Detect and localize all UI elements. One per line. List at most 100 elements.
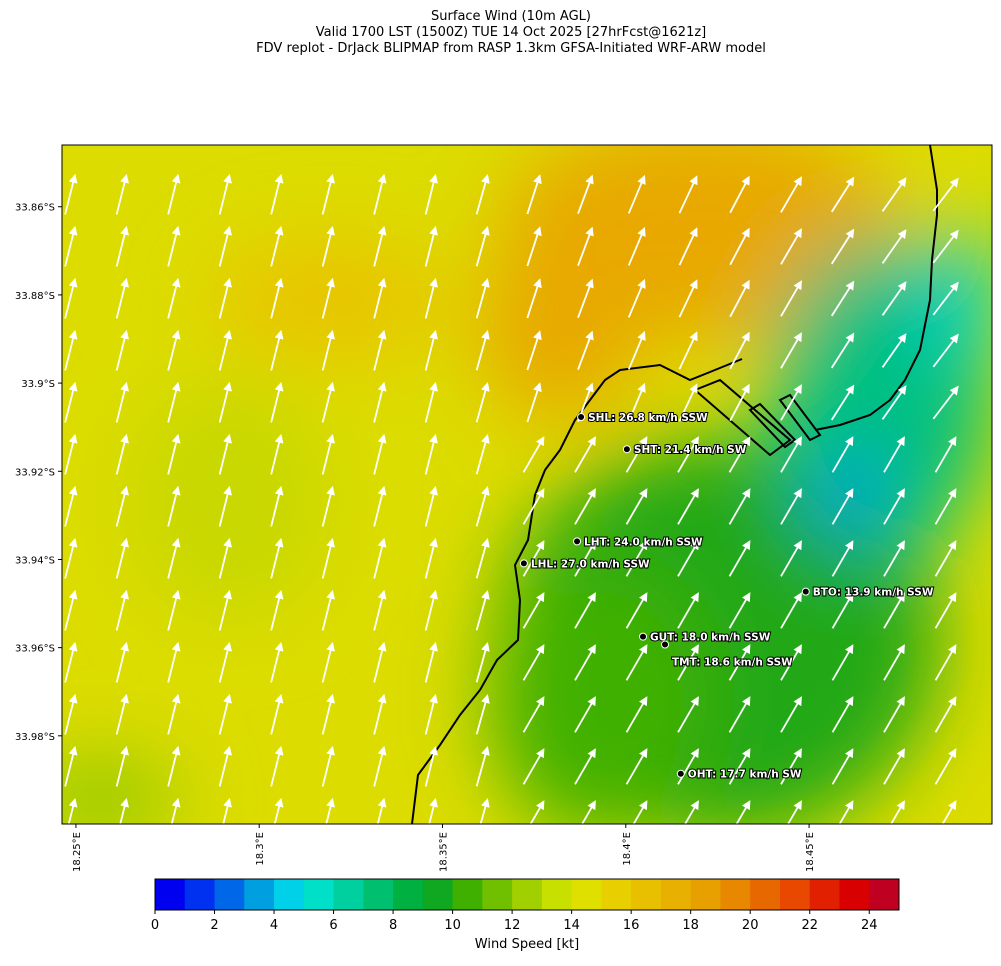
- wind-arrow: [522, 748, 545, 785]
- wind-arrow: [321, 641, 335, 683]
- wind-arrow: [883, 592, 905, 629]
- wind-arrow: [728, 696, 751, 733]
- colorbar-bin: [482, 879, 513, 910]
- wind-arrow: [881, 177, 907, 212]
- station-label: GUT: 18.0 km/h SSW: [650, 632, 771, 644]
- wind-arrow: [167, 277, 181, 319]
- colorbar-bin: [809, 879, 840, 910]
- wind-arrow: [475, 381, 490, 423]
- station-label: TMT: 18.6 km/h SSW: [672, 657, 793, 669]
- wind-arrow: [577, 278, 594, 319]
- wind-arrow: [941, 800, 957, 824]
- colorbar-bin: [839, 879, 870, 910]
- wind-arrow: [218, 381, 232, 423]
- wind-arrow: [218, 329, 232, 371]
- wind-arrow: [373, 589, 387, 631]
- wind-arrow: [167, 745, 181, 787]
- wind-arrow: [321, 589, 335, 631]
- wind-arrow: [270, 277, 284, 319]
- wind-arrow: [218, 485, 232, 527]
- wind-arrow: [522, 488, 545, 525]
- wind-arrow: [115, 485, 129, 527]
- wind-arrow: [424, 537, 438, 579]
- wind-arrow: [428, 797, 438, 824]
- colorbar-tick-label: 18: [682, 918, 699, 933]
- wind-arrow: [270, 745, 284, 787]
- wind-arrow: [424, 173, 438, 215]
- station-label: LHT: 24.0 km/h SSW: [584, 536, 703, 548]
- wind-arrow: [728, 644, 751, 681]
- colorbar-bin: [660, 879, 692, 910]
- colorbar-bin: [601, 879, 632, 910]
- wind-arrow: [522, 644, 545, 681]
- wind-arrow: [321, 537, 335, 579]
- wind-arrow: [218, 173, 232, 215]
- wind-arrow: [677, 644, 699, 681]
- station-marker: [577, 413, 586, 422]
- wind-arrow: [677, 696, 699, 733]
- wind-arrow: [167, 381, 181, 423]
- colorbar-bin: [512, 879, 543, 910]
- wind-arrow: [64, 225, 78, 267]
- wind-arrow: [321, 745, 335, 787]
- y-tick-label: 33.88°S: [15, 291, 55, 302]
- wind-arrow: [167, 537, 181, 579]
- wind-arrow: [270, 225, 284, 267]
- wind-arrow: [627, 278, 646, 318]
- wind-arrow: [678, 331, 698, 370]
- colorbar-tick-label: 8: [389, 918, 397, 933]
- title-line: FDV replot - DrJack BLIPMAP from RASP 1.…: [256, 41, 766, 56]
- colorbar-tick-label: 2: [210, 918, 218, 933]
- wind-arrow: [677, 488, 699, 525]
- colorbar-bin: [750, 879, 781, 910]
- x-tick-label: 18.4°E: [622, 832, 633, 866]
- wind-arrow: [218, 537, 232, 579]
- wind-arrow: [728, 592, 751, 629]
- colorbar-tick-label: 6: [329, 918, 337, 933]
- wind-arrow: [934, 748, 957, 785]
- wind-arrow: [883, 488, 905, 525]
- wind-arrow: [831, 592, 854, 629]
- wind-arrow: [627, 382, 646, 422]
- wind-arrow: [780, 332, 802, 369]
- wind-arrow: [625, 436, 648, 473]
- wind-arrow: [167, 641, 181, 683]
- y-tick-label: 33.96°S: [15, 644, 55, 655]
- wind-arrow: [167, 485, 181, 527]
- colorbar-tick-label: 12: [504, 918, 521, 933]
- wind-arrow: [780, 592, 802, 629]
- wind-arrow: [270, 537, 284, 579]
- wind-arrow: [574, 436, 596, 473]
- wind-arrow: [934, 540, 957, 577]
- wind-arrow: [780, 540, 802, 577]
- wind-arrow: [932, 333, 959, 368]
- wind-arrow: [373, 693, 387, 735]
- wind-arrow: [475, 433, 490, 475]
- colorbar-bin: [274, 879, 305, 910]
- wind-arrow: [321, 433, 335, 475]
- wind-arrow: [678, 383, 698, 422]
- wind-arrow: [934, 644, 957, 681]
- wind-arrow: [475, 693, 490, 735]
- wind-arrow: [934, 696, 957, 733]
- wind-arrow: [574, 488, 596, 525]
- colorbar-bin: [779, 879, 811, 910]
- y-tick-label: 33.94°S: [15, 555, 55, 566]
- colorbar-bin: [571, 879, 602, 910]
- station-marker: [573, 537, 582, 546]
- wind-arrow: [67, 797, 78, 824]
- colorbar-label: Wind Speed [kt]: [475, 937, 579, 952]
- wind-arrow: [830, 332, 855, 369]
- wind-arrow: [883, 748, 905, 785]
- wind-arrow: [780, 176, 802, 213]
- wind-arrow: [574, 644, 596, 681]
- y-tick-label: 33.86°S: [15, 203, 55, 214]
- wind-arrow: [115, 537, 129, 579]
- wind-arrow: [529, 800, 545, 824]
- wind-arrow: [218, 745, 232, 787]
- station-marker: [639, 632, 648, 641]
- wind-arrow: [321, 277, 335, 319]
- wind-arrow: [115, 641, 129, 683]
- colorbar-bin: [363, 879, 394, 910]
